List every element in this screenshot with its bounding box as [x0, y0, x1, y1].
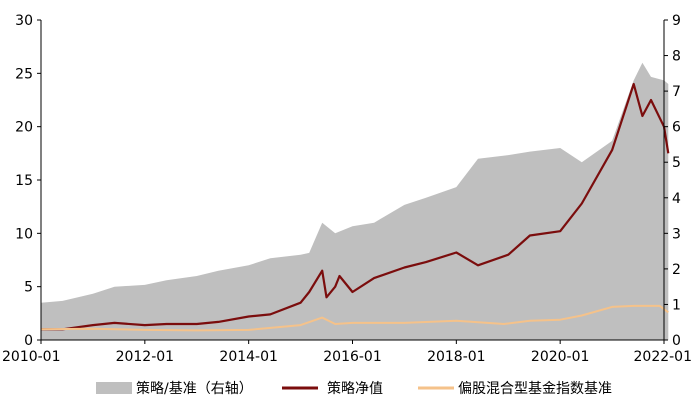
y-right-tick-label: 2: [672, 262, 681, 278]
y-right-tick-label: 0: [672, 333, 681, 349]
x-tick-label: 2022-01: [634, 349, 693, 365]
y-right-tick-label: 7: [672, 84, 681, 100]
y-right-tick-label: 3: [672, 226, 681, 242]
legend-label: 策略净值: [327, 380, 383, 397]
y-left-tick-label: 5: [24, 280, 33, 296]
series-line-2: [40, 304, 669, 332]
y-left-tick-label: 20: [15, 120, 33, 136]
x-tick-label: 2018-01: [427, 349, 486, 365]
y-left-tick-label: 15: [15, 173, 33, 189]
x-tick-label: 2016-01: [323, 349, 382, 365]
y-right-tick-label: 9: [672, 13, 681, 29]
x-tick-label: 2010-01: [2, 349, 61, 365]
legend-label: 策略/基准（右轴）: [136, 380, 253, 397]
y-left-tick-label: 30: [15, 13, 33, 29]
legend: 策略/基准（右轴） 策略净值 偏股混合型基金指数基准: [96, 380, 612, 397]
y-right-tick-label: 1: [672, 297, 681, 313]
y-right-tick-label: 5: [672, 155, 681, 171]
series-area-0: [41, 62, 669, 340]
x-tick-label: 2014-01: [219, 349, 278, 365]
legend-swatch-area: [96, 382, 132, 394]
y-right-tick-label: 6: [672, 120, 681, 136]
y-left-tick-label: 10: [15, 226, 33, 242]
x-tick-label: 2012-01: [116, 349, 175, 365]
y-right-tick-label: 4: [672, 191, 681, 207]
legend-label: 偏股混合型基金指数基准: [458, 380, 612, 397]
axes: 0 5 10 15 20 25 30 0 1 2 3 4 5 6 7 8 9 2010-01 2012-01 2014…: [2, 13, 692, 365]
series-line-1: [41, 82, 670, 331]
y-left-tick-label: 25: [15, 66, 33, 82]
y-left-tick-label: 0: [24, 333, 33, 349]
x-tick-label: 2020-01: [531, 349, 590, 365]
plot-area: [40, 62, 670, 340]
y-right-tick-label: 8: [672, 49, 681, 65]
